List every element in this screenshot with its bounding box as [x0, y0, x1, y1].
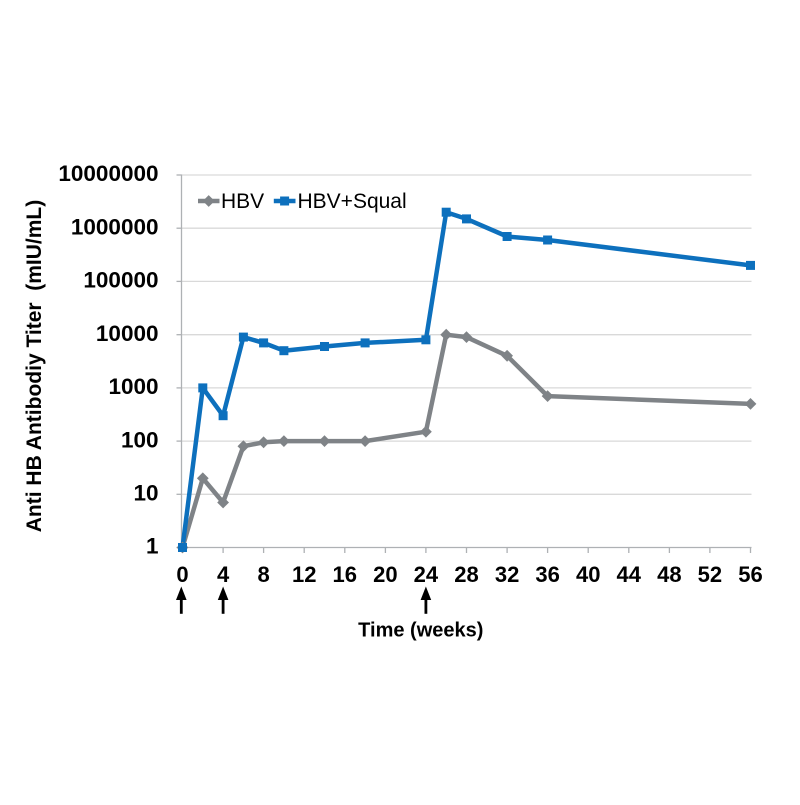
svg-text:Anti HB Antibodiy Titer (mIU/: Anti HB Antibodiy Titer (mIU/mL): [23, 200, 46, 532]
svg-text:32: 32: [495, 562, 519, 587]
svg-text:Time (weeks): Time (weeks): [358, 620, 483, 642]
svg-text:40: 40: [576, 562, 600, 587]
svg-text:0: 0: [176, 562, 188, 587]
svg-text:100000: 100000: [83, 268, 158, 293]
svg-text:1: 1: [146, 534, 159, 559]
svg-text:HBV+Squal: HBV+Squal: [298, 190, 407, 213]
svg-text:44: 44: [617, 562, 642, 587]
svg-text:8: 8: [257, 562, 269, 587]
svg-text:100: 100: [121, 427, 159, 452]
svg-text:24: 24: [414, 562, 439, 587]
svg-text:4: 4: [217, 562, 230, 587]
svg-text:10: 10: [133, 481, 158, 506]
svg-text:48: 48: [657, 562, 681, 587]
svg-text:10000000: 10000000: [58, 161, 158, 186]
svg-text:16: 16: [333, 562, 357, 587]
svg-text:HBV: HBV: [221, 190, 264, 213]
svg-text:56: 56: [738, 562, 762, 587]
svg-text:52: 52: [698, 562, 722, 587]
svg-text:1000: 1000: [108, 374, 158, 399]
svg-text:10000: 10000: [96, 321, 159, 346]
svg-text:28: 28: [454, 562, 478, 587]
svg-text:36: 36: [535, 562, 559, 587]
svg-text:1000000: 1000000: [71, 214, 159, 239]
svg-text:20: 20: [373, 562, 397, 587]
svg-text:12: 12: [292, 562, 316, 587]
